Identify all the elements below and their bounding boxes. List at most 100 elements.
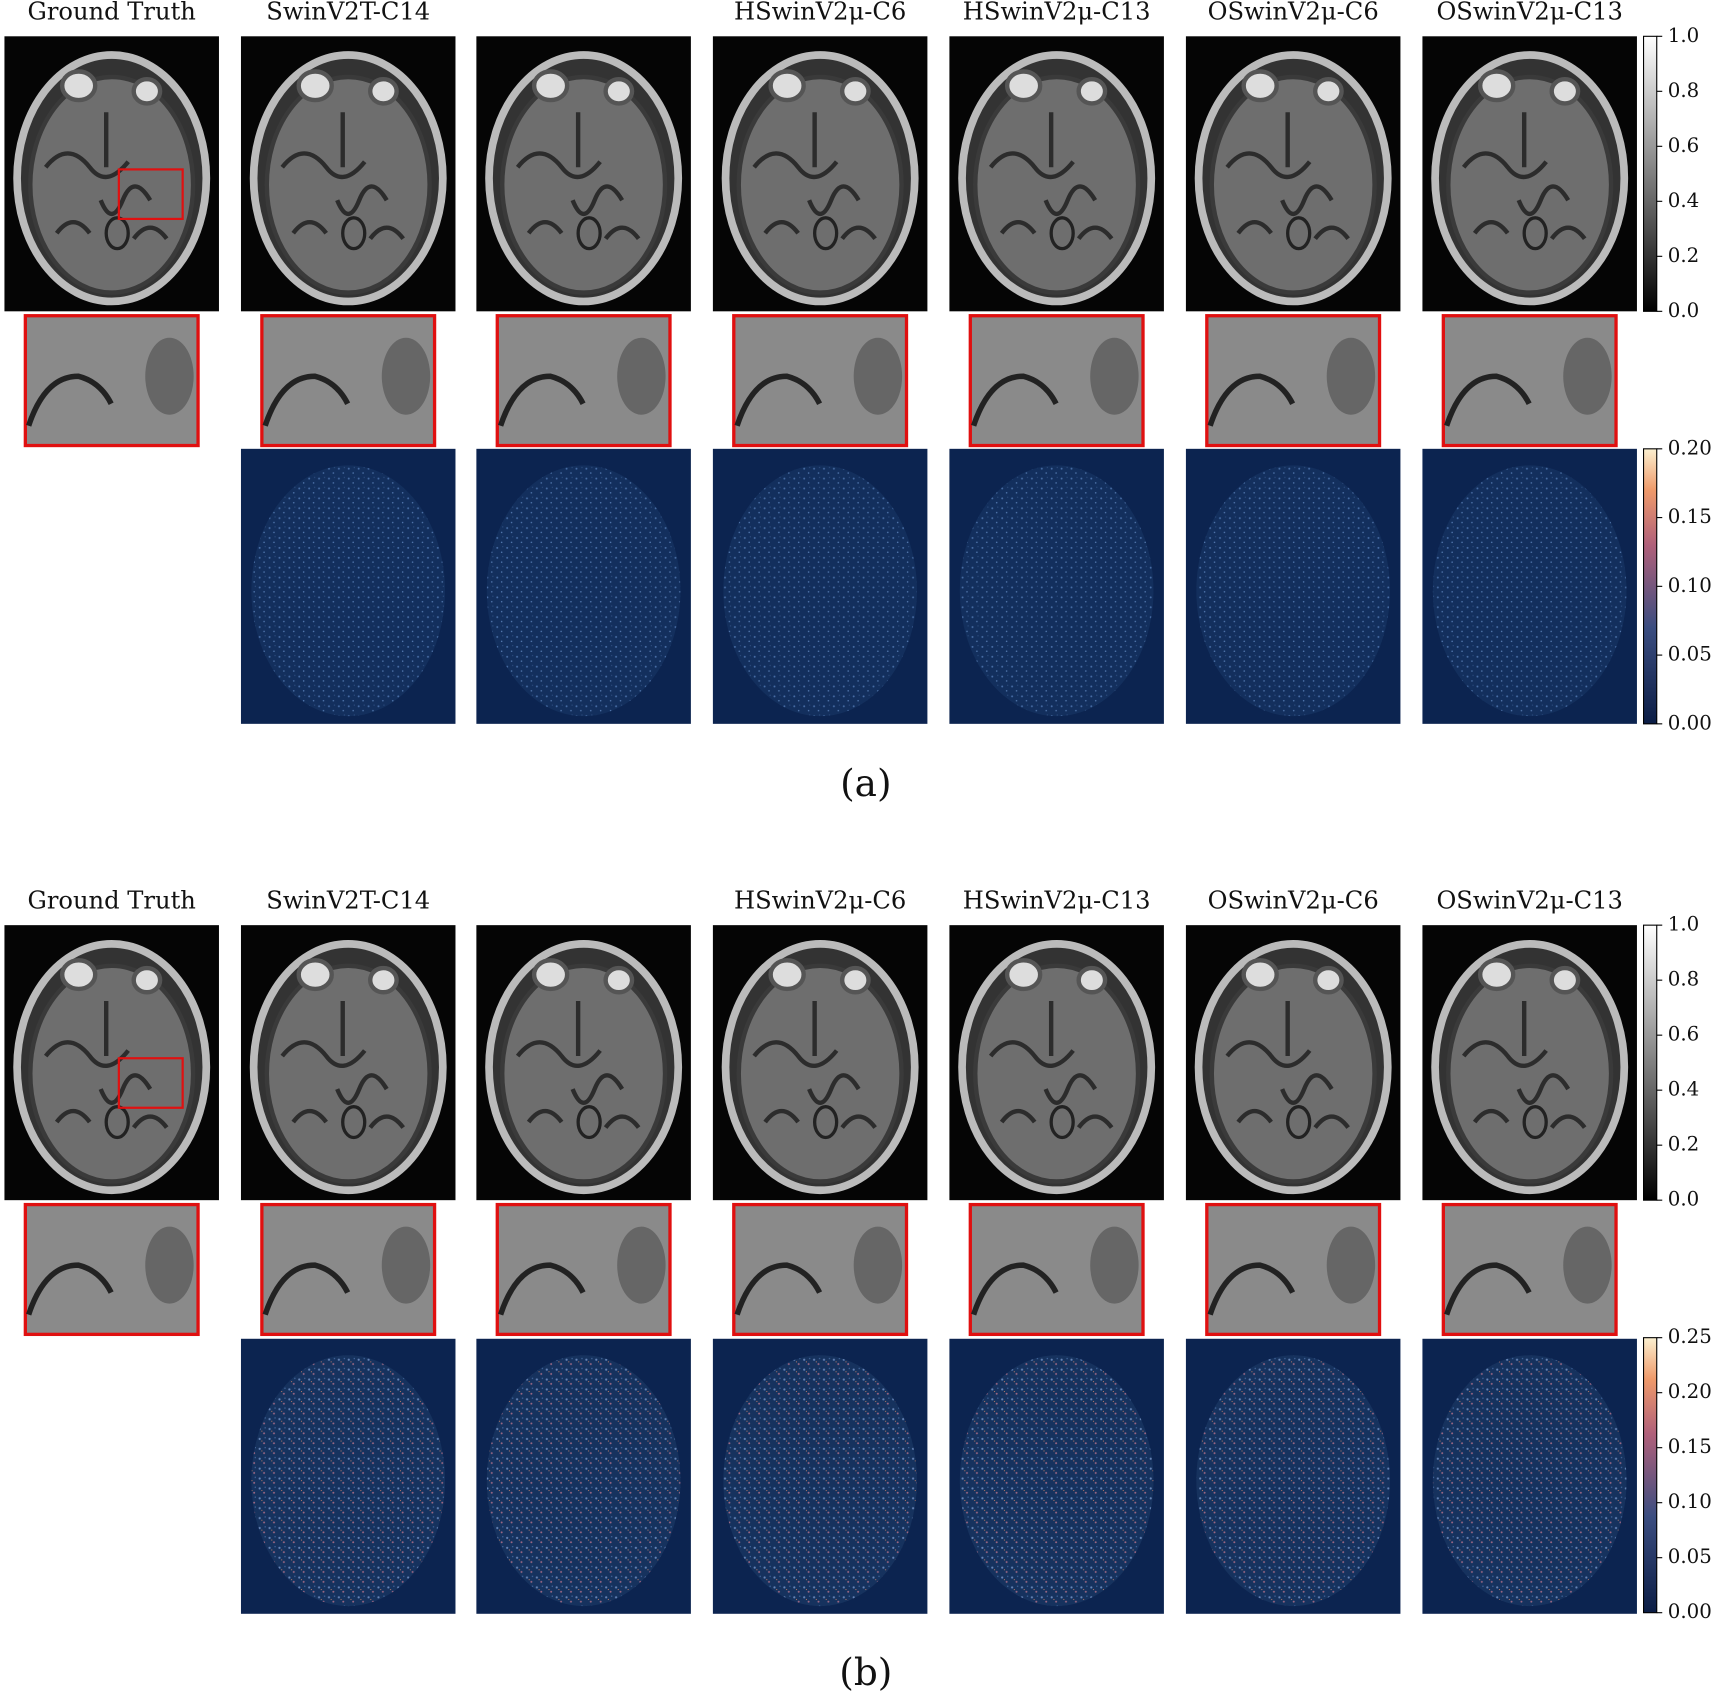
eye (131, 965, 163, 995)
ventricle (576, 216, 602, 251)
zoom-edge (970, 1262, 1059, 1316)
zoom-region (381, 1226, 431, 1304)
zoom-edge (734, 1262, 823, 1316)
eye (296, 958, 334, 992)
zoom-region (381, 337, 431, 415)
colorbar-tick-label: 0.15 (1668, 505, 1712, 528)
zoom-edge (1444, 1262, 1532, 1316)
column-title: OSwinV2μ-C13 (1436, 887, 1622, 915)
error-head (251, 1355, 446, 1607)
sulci (280, 1001, 405, 1129)
zoom-region (1326, 337, 1376, 415)
colorbar-tick-label: 0.25 (1668, 1325, 1712, 1348)
error-head (723, 1355, 917, 1607)
eye (531, 69, 570, 103)
colorbar-tick-label: 0.20 (1668, 436, 1712, 459)
colorbar (1642, 35, 1658, 312)
brain (1209, 963, 1377, 1184)
eye (60, 69, 98, 103)
ventricle (341, 1105, 367, 1140)
zoom-edge (734, 373, 823, 427)
brain (1446, 74, 1614, 295)
eye (1477, 958, 1516, 992)
colorbar-tick-label: 0.6 (1668, 1023, 1699, 1046)
eye (1477, 69, 1516, 103)
eye (603, 77, 635, 106)
colorbar-tick-label: 1.0 (1668, 24, 1699, 47)
column-title: SwinV2T-C14 (266, 0, 430, 26)
zoom-box (117, 1057, 184, 1109)
column-title: HSwinV2μ-C6 (734, 887, 906, 915)
colorbar-tick-label: 0.10 (1668, 1490, 1712, 1513)
ventricle (341, 216, 367, 251)
zoom-edge (262, 373, 351, 427)
ventricle (104, 1105, 130, 1140)
brain (973, 74, 1141, 295)
error-head (486, 465, 681, 717)
brain (28, 963, 196, 1184)
colorbar-tick-label: 0.00 (1668, 1600, 1712, 1623)
colorbar-tick-label: 0.2 (1668, 1133, 1699, 1156)
zoom-region (1563, 1226, 1612, 1304)
column-title: HSwinV2μ-C13 (963, 0, 1151, 26)
ventricle (812, 216, 839, 251)
brain (264, 74, 432, 295)
eye (531, 958, 570, 992)
zoom-edge (1207, 1262, 1296, 1316)
colorbar (1642, 448, 1658, 725)
sulci (1461, 112, 1587, 241)
zoom-edge (262, 1262, 351, 1316)
sulci (43, 112, 169, 241)
colorbar-tick-label: 0.2 (1668, 244, 1699, 267)
eye (603, 965, 635, 995)
panel-caption: (a) (840, 761, 891, 805)
colorbar-tick-label: 0.10 (1668, 574, 1712, 597)
column-title: OSwinV2μ-C13 (1436, 0, 1622, 26)
colorbar (1642, 1337, 1658, 1614)
zoom-edge (1207, 373, 1296, 427)
zoom-region (1563, 337, 1612, 415)
colorbar-tick-label: 0.0 (1668, 299, 1699, 322)
ventricle (576, 1105, 602, 1140)
error-head (723, 465, 917, 717)
brain (736, 963, 904, 1184)
zoom-region (617, 1226, 666, 1304)
brain (28, 74, 196, 295)
error-head (1432, 465, 1627, 717)
error-head (1196, 1355, 1390, 1607)
column-title: OSwinV2μ-C6 (1208, 0, 1379, 26)
eye (368, 77, 399, 106)
brain (500, 74, 668, 295)
sulci (988, 112, 1114, 241)
eye (839, 77, 871, 106)
zoom-region (145, 337, 194, 415)
ventricle (1049, 1105, 1075, 1140)
eye (1241, 69, 1279, 103)
colorbar-tick-label: 0.8 (1668, 79, 1699, 102)
ventricle (1049, 216, 1075, 251)
ventricle (1286, 216, 1312, 251)
zoom-region (853, 337, 903, 415)
column-title: HSwinV2μ-C6 (734, 0, 906, 26)
sulci (752, 112, 877, 241)
brain (736, 74, 904, 295)
column-title: Ground Truth (28, 887, 196, 915)
colorbar (1642, 924, 1658, 1201)
sulci (1461, 1001, 1587, 1129)
eye (1004, 69, 1043, 103)
colorbar-tick-label: 0.15 (1668, 1435, 1712, 1458)
colorbar-tick-label: 0.05 (1668, 643, 1712, 666)
ventricle (104, 216, 130, 251)
column-title: OSwinV2μ-C6 (1208, 887, 1379, 915)
eye (1004, 958, 1043, 992)
zoom-edge (26, 373, 114, 427)
eye (1312, 77, 1344, 106)
colorbar-tick-label: 0.0 (1668, 1188, 1699, 1211)
panel-caption: (b) (839, 1650, 892, 1693)
eye (1076, 965, 1108, 995)
eye (839, 965, 871, 995)
error-head (959, 1355, 1154, 1607)
zoom-region (1326, 1226, 1376, 1304)
eye (1312, 965, 1344, 995)
